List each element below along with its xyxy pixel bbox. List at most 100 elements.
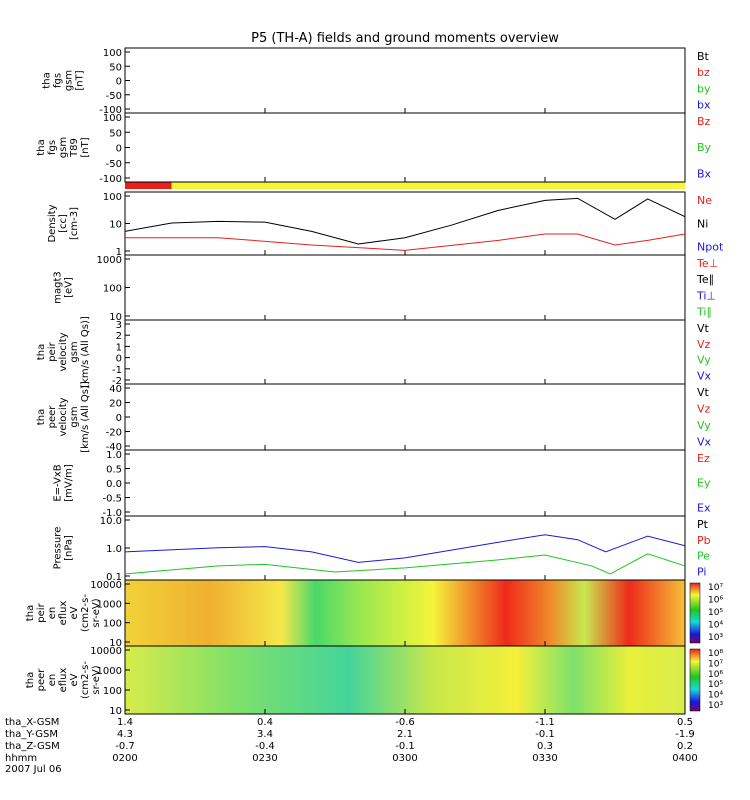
y-tick-label: 1000 [97, 599, 122, 610]
colorbar-tick-label: 10⁵ [708, 608, 723, 618]
legend-entry: Bx [697, 167, 712, 180]
y-axis-label-line: tha [36, 344, 47, 360]
y-axis-label-line: (cm2-s- [80, 661, 91, 699]
y-tick-label: -20 [106, 428, 122, 439]
y-tick-label: 100 [103, 686, 122, 697]
orbit-row-value: 3.4 [257, 729, 273, 740]
y-axis-label-line: [nPa] [64, 535, 75, 561]
legend-entry: Ti∥ [696, 305, 712, 318]
y-axis-label-line: eflux [58, 601, 69, 626]
orbit-row-label: tha_Y-GSM [5, 729, 58, 740]
colorbar-tick-label: 10³ [708, 633, 723, 643]
legend-entry: by [697, 82, 711, 95]
y-tick-label: 20 [109, 399, 122, 410]
legend-entry: Ez [697, 452, 710, 465]
ion-colorbar [689, 582, 701, 644]
y-axis-label: tha peer en eflux eV (cm2-s-sr-eV) [25, 661, 102, 699]
y-tick-label: 0 [116, 413, 122, 424]
pressure-series-line [124, 534, 686, 563]
y-axis-label: tha fgs gsm [nT] [42, 70, 86, 91]
legend-entry: Vt [697, 322, 710, 335]
electron-spectrogram [125, 646, 685, 714]
y-axis-label: tha fgs gsm T89 [nT] [36, 137, 91, 158]
legend-entry: Bt [697, 50, 710, 63]
legend-entry: By [697, 141, 712, 154]
colorbar-tick-label: 10⁷ [708, 583, 723, 593]
legend-entry: bx [697, 98, 711, 111]
y-axis-label-line: eV [69, 673, 80, 686]
orbit-row-value: 0.2 [677, 741, 693, 752]
chart-title: P5 (TH-A) fields and ground moments over… [251, 31, 559, 46]
y-tick-label: 1.0 [106, 450, 122, 461]
y-tick-label: 3 [116, 320, 122, 331]
y-tick-label: 1 [116, 342, 122, 353]
y-axis-label-line: [cc] [58, 214, 69, 233]
y-tick-label: 10 [109, 638, 122, 649]
legend-entry: Ex [697, 501, 711, 514]
y-axis-label-line: (cm2-s- [80, 594, 91, 632]
y-axis-label-line: gsm [69, 341, 80, 362]
y-tick-label: 1000 [97, 255, 122, 266]
y-axis-label-line: [mV/m] [64, 464, 75, 502]
legend-entry: Pe [697, 550, 710, 563]
y-axis-label-line: peir [36, 602, 47, 622]
y-tick-label: -1.0 [102, 508, 122, 519]
colorbar-tick-label: 10⁴ [708, 621, 723, 631]
y-axis-label-line: sr-eV) [91, 665, 102, 694]
pressure-series-line [124, 553, 686, 575]
y-tick-label: 50 [109, 128, 122, 139]
legend-entry: Pi [697, 566, 706, 579]
y-tick-label: 1.0 [106, 544, 122, 555]
y-tick-label: 100 [103, 48, 122, 59]
y-tick-label: 100 [103, 619, 122, 630]
y-tick-label: -50 [106, 159, 122, 170]
y-tick-label: 0.5 [106, 465, 122, 476]
legend-entry: Vt [697, 386, 710, 399]
y-axis-label: E=-VxB [mV/m] [53, 464, 75, 502]
y-tick-label: -100 [99, 105, 122, 116]
orbit-row-value: 0230 [252, 753, 277, 764]
y-tick-label: 0.1 [106, 572, 122, 583]
mode-bar-segment [171, 182, 685, 189]
y-axis-label-line: eflux [58, 668, 69, 693]
y-tick-label: 10 [109, 220, 122, 231]
orbit-row-value: 0300 [392, 753, 417, 764]
y-tick-label: -100 [99, 174, 122, 185]
legend-entry: Pb [697, 534, 711, 547]
legend-entry: Ti⊥ [696, 289, 716, 302]
orbit-row-value: -0.6 [395, 717, 415, 728]
panel-frame [124, 449, 686, 517]
colorbar-tick-label: 10⁵ [708, 680, 723, 690]
y-axis-label-line: sr-eV) [91, 598, 102, 627]
y-axis-label: Density [cc] [cm-3] [47, 204, 80, 242]
legend-entry: Te∥ [696, 273, 714, 286]
orbit-row-value: 1.4 [117, 717, 133, 728]
orbit-row-value: -0.1 [535, 729, 555, 740]
colorbar-tick-label: 10⁷ [708, 659, 723, 669]
y-axis-label-line: [nT] [80, 137, 91, 157]
y-axis-label: tha peir en eflux eV (cm2-s-sr-eV) [25, 594, 102, 632]
y-tick-label: 0 [116, 354, 122, 365]
orbit-row-value: 0200 [112, 753, 137, 764]
legend-entry: Vy [697, 354, 711, 367]
y-axis-label: Pressure [nPa] [53, 527, 75, 570]
y-axis-label-line: tha [25, 605, 36, 621]
colorbar-tick-label: 10³ [708, 701, 723, 711]
y-axis-label-line: en [47, 674, 58, 687]
y-axis-label-line: en [47, 607, 58, 620]
orbit-row-value: 0400 [672, 753, 697, 764]
colorbar-tick-label: 10⁶ [708, 596, 723, 606]
y-axis-label-line: peer [36, 668, 47, 692]
y-tick-label: 10 [109, 706, 122, 717]
y-tick-label: 50 [109, 62, 122, 73]
y-axis-label-line: fgs [47, 140, 58, 155]
orbit-row-value: -1.9 [675, 729, 695, 740]
y-axis-label: magt3 [eV] [53, 271, 75, 304]
orbit-row-value: -0.1 [395, 741, 415, 752]
orbit-row-label: tha_Z-GSM [5, 741, 60, 752]
y-tick-label: 100 [103, 192, 122, 203]
orbit-row-label: tha_X-GSM [5, 717, 59, 728]
y-axis-label-line: tha [36, 409, 47, 425]
y-axis-label-line: tha [25, 672, 36, 688]
